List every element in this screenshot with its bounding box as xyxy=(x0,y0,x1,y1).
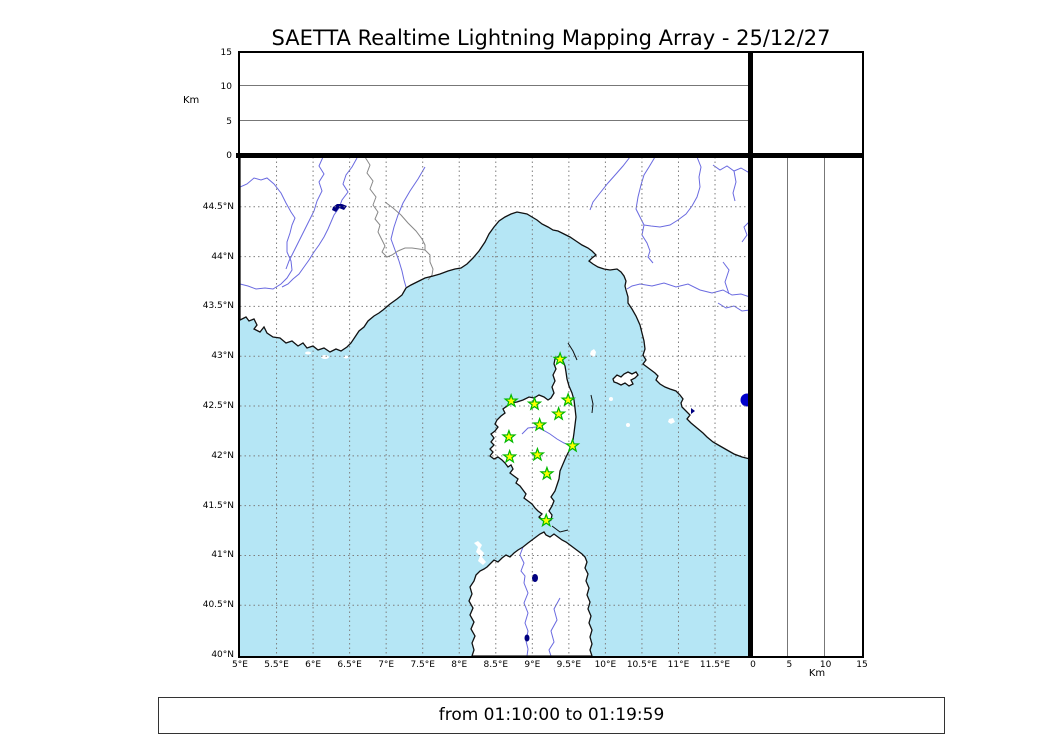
corner-panel xyxy=(751,51,864,158)
hyeres-islet xyxy=(305,351,311,355)
altitude-tick-label: 0 xyxy=(750,660,756,670)
lat-tick-label: 40°N xyxy=(211,650,234,661)
lake-omodeo xyxy=(524,634,530,642)
km-axis-label-bottom: Km xyxy=(808,668,826,679)
lma-stations xyxy=(501,351,581,528)
map-canvas xyxy=(240,157,750,656)
lat-tick-label: 41°N xyxy=(211,550,234,561)
panel-separator-vertical xyxy=(748,51,753,658)
altitude-tick-label: 10 xyxy=(220,82,232,93)
map-panel xyxy=(238,155,752,658)
country-borders xyxy=(364,157,434,281)
lon-tick-label: 5°E xyxy=(232,660,248,670)
altitude-tick-label: 0 xyxy=(226,151,232,161)
station-star-marker xyxy=(550,405,567,421)
lon-tick-label: 6.5°E xyxy=(337,660,362,670)
station-star-marker xyxy=(564,437,581,453)
sardinia-island xyxy=(469,532,592,656)
right-panel-gridline-10km xyxy=(824,157,825,656)
right-panel-gridline-5km xyxy=(787,157,788,656)
lake-bolsena-dot xyxy=(740,393,750,407)
station-star-marker xyxy=(539,465,555,481)
altitude-tick-label: 5 xyxy=(226,116,232,127)
lon-tick-label: 10.5°E xyxy=(626,660,658,670)
mainland-coast xyxy=(240,157,750,459)
lat-tick-label: 43.5°N xyxy=(202,301,234,312)
lat-tick-label: 43°N xyxy=(211,351,234,362)
lon-tick-label: 6°E xyxy=(305,660,322,670)
asinara-island xyxy=(474,541,486,565)
altitude-tick-label: 10 xyxy=(819,660,832,670)
capraia-island xyxy=(590,349,596,357)
time-range-box: from 01:10:00 to 01:19:59 xyxy=(158,697,945,734)
station-star-marker xyxy=(501,428,517,444)
lat-tick-label: 41.5°N xyxy=(202,500,234,511)
montecristo-island xyxy=(626,423,630,427)
top-altitude-panel xyxy=(238,51,752,158)
altitude-tick-label: 15 xyxy=(856,660,868,670)
lat-tick-label: 40.5°N xyxy=(202,600,234,611)
station-star-marker xyxy=(560,391,576,407)
lon-tick-label: 8°E xyxy=(451,660,468,670)
giglio-island xyxy=(668,418,675,424)
lon-tick-label: 5.5°E xyxy=(264,660,289,670)
pianosa-island xyxy=(609,397,613,401)
station-star-marker xyxy=(538,512,554,528)
hyeres-islet xyxy=(321,355,329,359)
time-range-text: from 01:10:00 to 01:19:59 xyxy=(438,705,665,725)
top-panel-gridline-5km xyxy=(240,120,750,121)
page-title: SAETTA Realtime Lightning Mapping Array … xyxy=(271,26,831,50)
lake-serre-poncon xyxy=(332,204,347,212)
lon-tick-label: 11°E xyxy=(667,660,690,670)
lake-orbetello xyxy=(691,408,695,414)
lake-coghinas xyxy=(532,574,538,582)
corsica-island xyxy=(490,356,576,522)
station-star-marker xyxy=(503,392,519,408)
right-altitude-panel xyxy=(751,155,864,658)
lat-tick-label: 42°N xyxy=(211,450,234,461)
station-star-marker xyxy=(531,416,548,432)
lon-tick-label: 7.5°E xyxy=(410,660,435,670)
rivers xyxy=(240,157,750,656)
station-star-marker xyxy=(529,446,546,462)
top-panel-gridline-10km xyxy=(240,85,750,86)
lat-tick-label: 44.5°N xyxy=(202,201,234,212)
km-axis-label-left: Km xyxy=(183,95,200,106)
lat-tick-label: 42.5°N xyxy=(202,401,234,412)
station-star-marker xyxy=(501,448,518,464)
lon-tick-label: 8.5°E xyxy=(483,660,509,670)
altitude-tick-label: 15 xyxy=(220,48,232,58)
coastline-strokes xyxy=(240,157,750,656)
panel-separator-horizontal xyxy=(236,153,864,158)
altitude-tick-label: 5 xyxy=(786,660,793,670)
lon-tick-label: 11.5°E xyxy=(699,660,731,670)
station-star-marker xyxy=(552,351,568,366)
lakes xyxy=(332,204,750,642)
station-star-marker xyxy=(526,395,543,411)
lon-tick-label: 9°E xyxy=(524,660,541,670)
landmasses xyxy=(240,157,750,656)
lon-tick-label: 9.5°E xyxy=(556,660,582,670)
lon-tick-label: 7°E xyxy=(378,660,395,670)
lat-tick-label: 44°N xyxy=(211,251,234,262)
lon-tick-label: 10°E xyxy=(594,660,617,670)
